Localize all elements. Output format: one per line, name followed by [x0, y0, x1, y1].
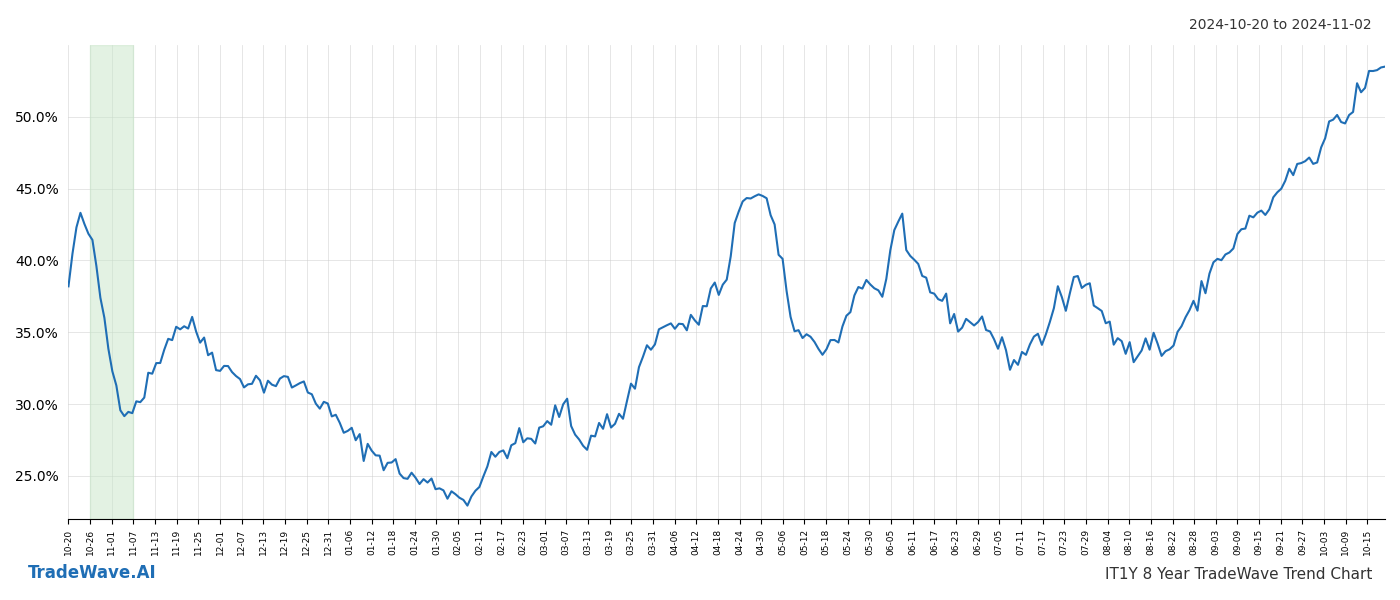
Text: IT1Y 8 Year TradeWave Trend Chart: IT1Y 8 Year TradeWave Trend Chart	[1105, 567, 1372, 582]
Text: 2024-10-20 to 2024-11-02: 2024-10-20 to 2024-11-02	[1190, 18, 1372, 32]
Bar	[90, 45, 133, 519]
Text: TradeWave.AI: TradeWave.AI	[28, 564, 157, 582]
